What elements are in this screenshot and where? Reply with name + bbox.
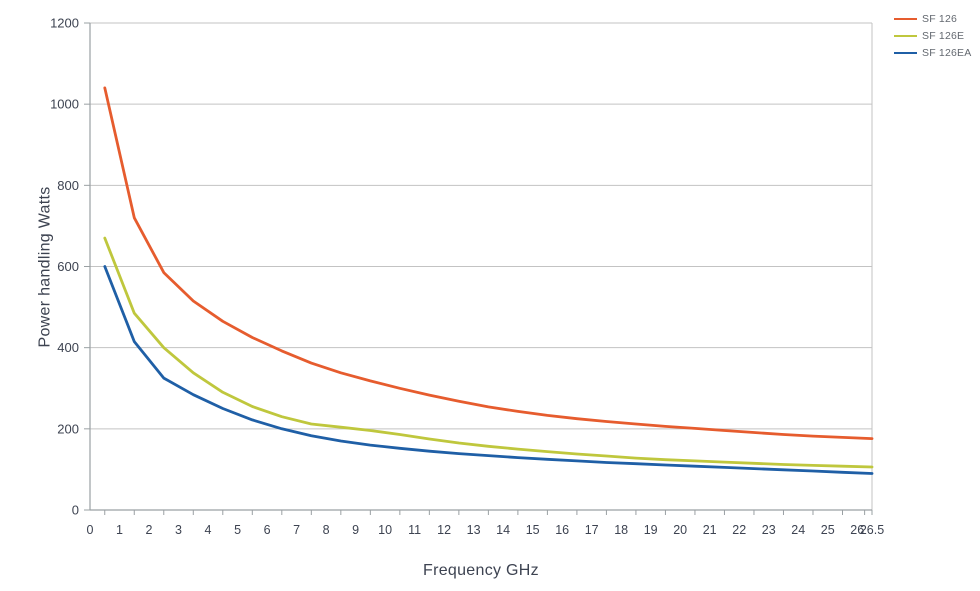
y-tick-label: 1000 bbox=[50, 97, 79, 112]
x-tick-label: 15 bbox=[526, 523, 540, 537]
x-tick-label: 23 bbox=[762, 523, 776, 537]
x-axis-title: Frequency GHz bbox=[423, 562, 539, 579]
x-tick-label: 21 bbox=[703, 523, 717, 537]
x-tick-label: 24 bbox=[791, 523, 805, 537]
x-tick-label: 13 bbox=[467, 523, 481, 537]
x-tick-label: 4 bbox=[205, 523, 212, 537]
x-tick-label: 14 bbox=[496, 523, 510, 537]
x-tick-label: 11 bbox=[408, 523, 421, 537]
x-tick-label: 1 bbox=[116, 523, 123, 537]
x-tick-label: 16 bbox=[555, 523, 569, 537]
x-tick-label: 7 bbox=[293, 523, 300, 537]
legend-label-sf126e: SF 126E bbox=[922, 30, 965, 42]
x-tick-label: 22 bbox=[732, 523, 746, 537]
legend-label-sf126ea: SF 126EA bbox=[922, 47, 972, 59]
x-tick-label: 8 bbox=[323, 523, 330, 537]
x-tick-label: 3 bbox=[175, 523, 182, 537]
legend-swatch-sf126 bbox=[894, 18, 917, 20]
x-tick-label: 26 bbox=[850, 523, 864, 537]
legend-item-sf126: SF 126 bbox=[894, 13, 971, 25]
x-tick-label: 17 bbox=[585, 523, 599, 537]
y-tick-label: 200 bbox=[57, 421, 79, 436]
x-tick-label: 6 bbox=[264, 523, 271, 537]
y-axis-title: Power handling Watts bbox=[36, 186, 54, 348]
legend: SF 126 SF 126E SF 126EA bbox=[894, 13, 971, 59]
legend-swatch-sf126e bbox=[894, 35, 917, 37]
legend-item-sf126e: SF 126E bbox=[894, 30, 971, 42]
x-tick-label: 5 bbox=[234, 523, 241, 537]
y-tick-label: 400 bbox=[57, 340, 79, 355]
legend-item-sf126ea: SF 126EA bbox=[894, 47, 971, 59]
series-line-sf126ea bbox=[103, 265, 874, 475]
y-tick-label: 800 bbox=[57, 178, 79, 193]
legend-label-sf126: SF 126 bbox=[922, 13, 958, 25]
x-tick-label: 18 bbox=[614, 523, 628, 537]
x-tick-label: 19 bbox=[644, 523, 658, 537]
legend-swatch-sf126ea bbox=[894, 52, 917, 54]
y-tick-label: 0 bbox=[72, 503, 79, 518]
x-tick-label: 20 bbox=[673, 523, 687, 537]
x-tick-label: 25 bbox=[821, 523, 835, 537]
y-tick-label: 1200 bbox=[50, 16, 79, 31]
x-tick-label: 0 bbox=[87, 523, 94, 537]
y-tick-label: 600 bbox=[57, 259, 79, 274]
x-tick-label: 10 bbox=[378, 523, 392, 537]
x-tick-label: 12 bbox=[437, 523, 451, 537]
series-line-sf126 bbox=[103, 86, 874, 441]
x-tick-label: 26.5 bbox=[860, 523, 884, 537]
x-tick-label: 9 bbox=[352, 523, 359, 537]
series-line-sf126e bbox=[103, 236, 874, 469]
x-tick-label: 2 bbox=[146, 523, 153, 537]
